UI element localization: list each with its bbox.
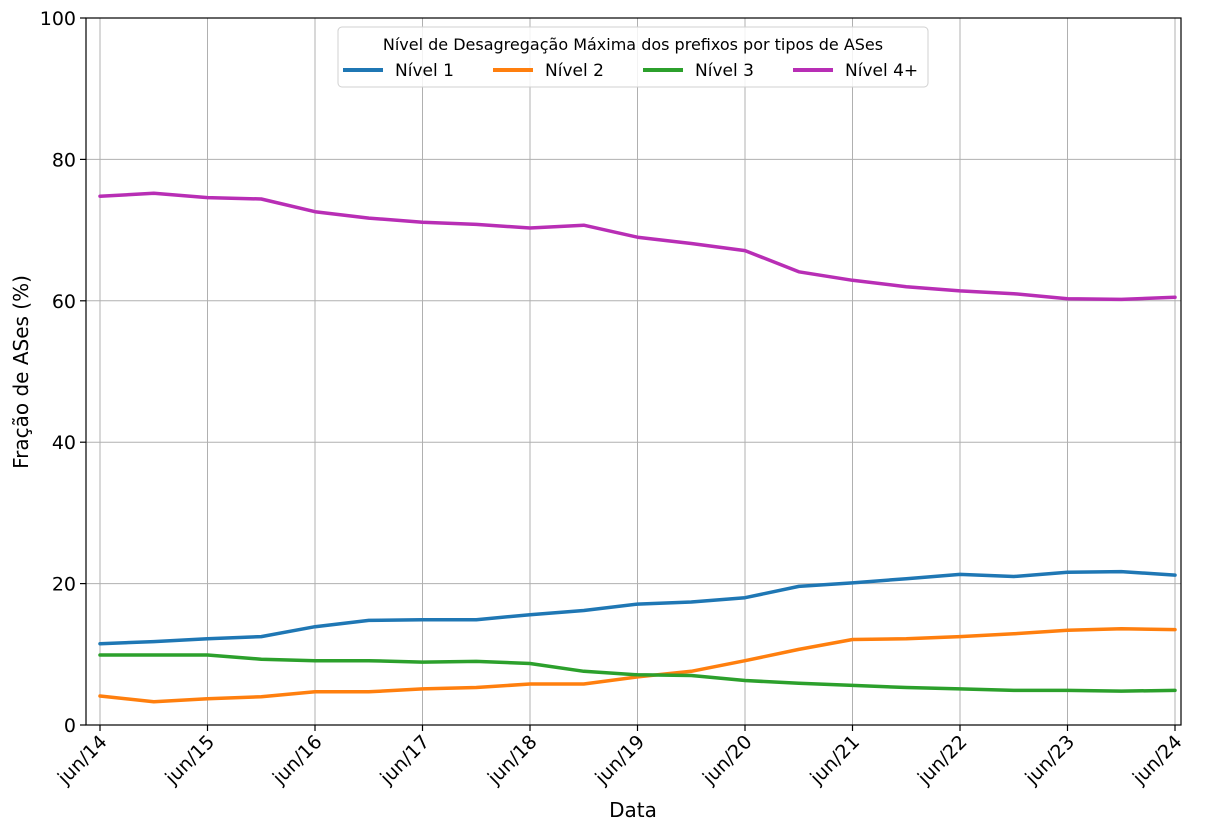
grid (86, 17, 1181, 726)
y-tick-label: 0 (64, 715, 76, 737)
legend-box (337, 26, 929, 88)
x-tick-label: jun/20 (698, 731, 757, 790)
y-tick-label: 20 (52, 574, 76, 596)
plot-frame (85, 17, 1182, 726)
x-tick-label: jun/24 (1128, 731, 1187, 790)
legend-label-n-vel-1: Nível 1 (395, 61, 454, 81)
legend-label-n-vel-4: Nível 4+ (845, 61, 918, 81)
y-tick-label: 100 (40, 8, 76, 30)
x-tick-label: jun/22 (913, 731, 972, 790)
x-tick-label: jun/15 (160, 731, 219, 790)
legend-title: Nível de Desagregação Máxima dos prefixo… (383, 35, 883, 54)
x-tick-label: jun/14 (53, 731, 112, 790)
legend-label-n-vel-3: Nível 3 (695, 61, 754, 81)
y-tick-label: 80 (52, 149, 76, 171)
series-line-n-vel-1 (98, 569, 1177, 646)
series-layer (98, 191, 1177, 704)
x-tick-label: jun/21 (805, 731, 864, 790)
x-tick-label: jun/19 (590, 731, 649, 790)
x-tick-label: jun/16 (268, 731, 327, 790)
series-line-n-vel-4 (98, 191, 1177, 302)
series-line-n-vel-2 (98, 627, 1177, 704)
series-line-n-vel-3 (98, 653, 1177, 693)
y-axis: 0 20 40 60 80 100 (40, 8, 86, 737)
x-tick-label: jun/23 (1020, 731, 1079, 790)
x-tick-label: jun/18 (483, 731, 542, 790)
x-axis-label: Data (609, 798, 657, 822)
y-axis-label: Fração de ASes (%) (9, 275, 33, 469)
legend-items: Nível 1 Nível 2 Nível 3 Nível 4+ (343, 61, 918, 81)
legend-label-n-vel-2: Nível 2 (545, 61, 604, 81)
y-tick-label: 60 (52, 291, 76, 313)
y-tick-label: 40 (52, 432, 76, 454)
legend: Nível de Desagregação Máxima dos prefixo… (337, 26, 929, 88)
x-tick-label: jun/17 (375, 731, 434, 790)
x-axis: jun/14 jun/15 jun/16 jun/17 jun/18 jun/19 jun/… (53, 725, 1187, 790)
